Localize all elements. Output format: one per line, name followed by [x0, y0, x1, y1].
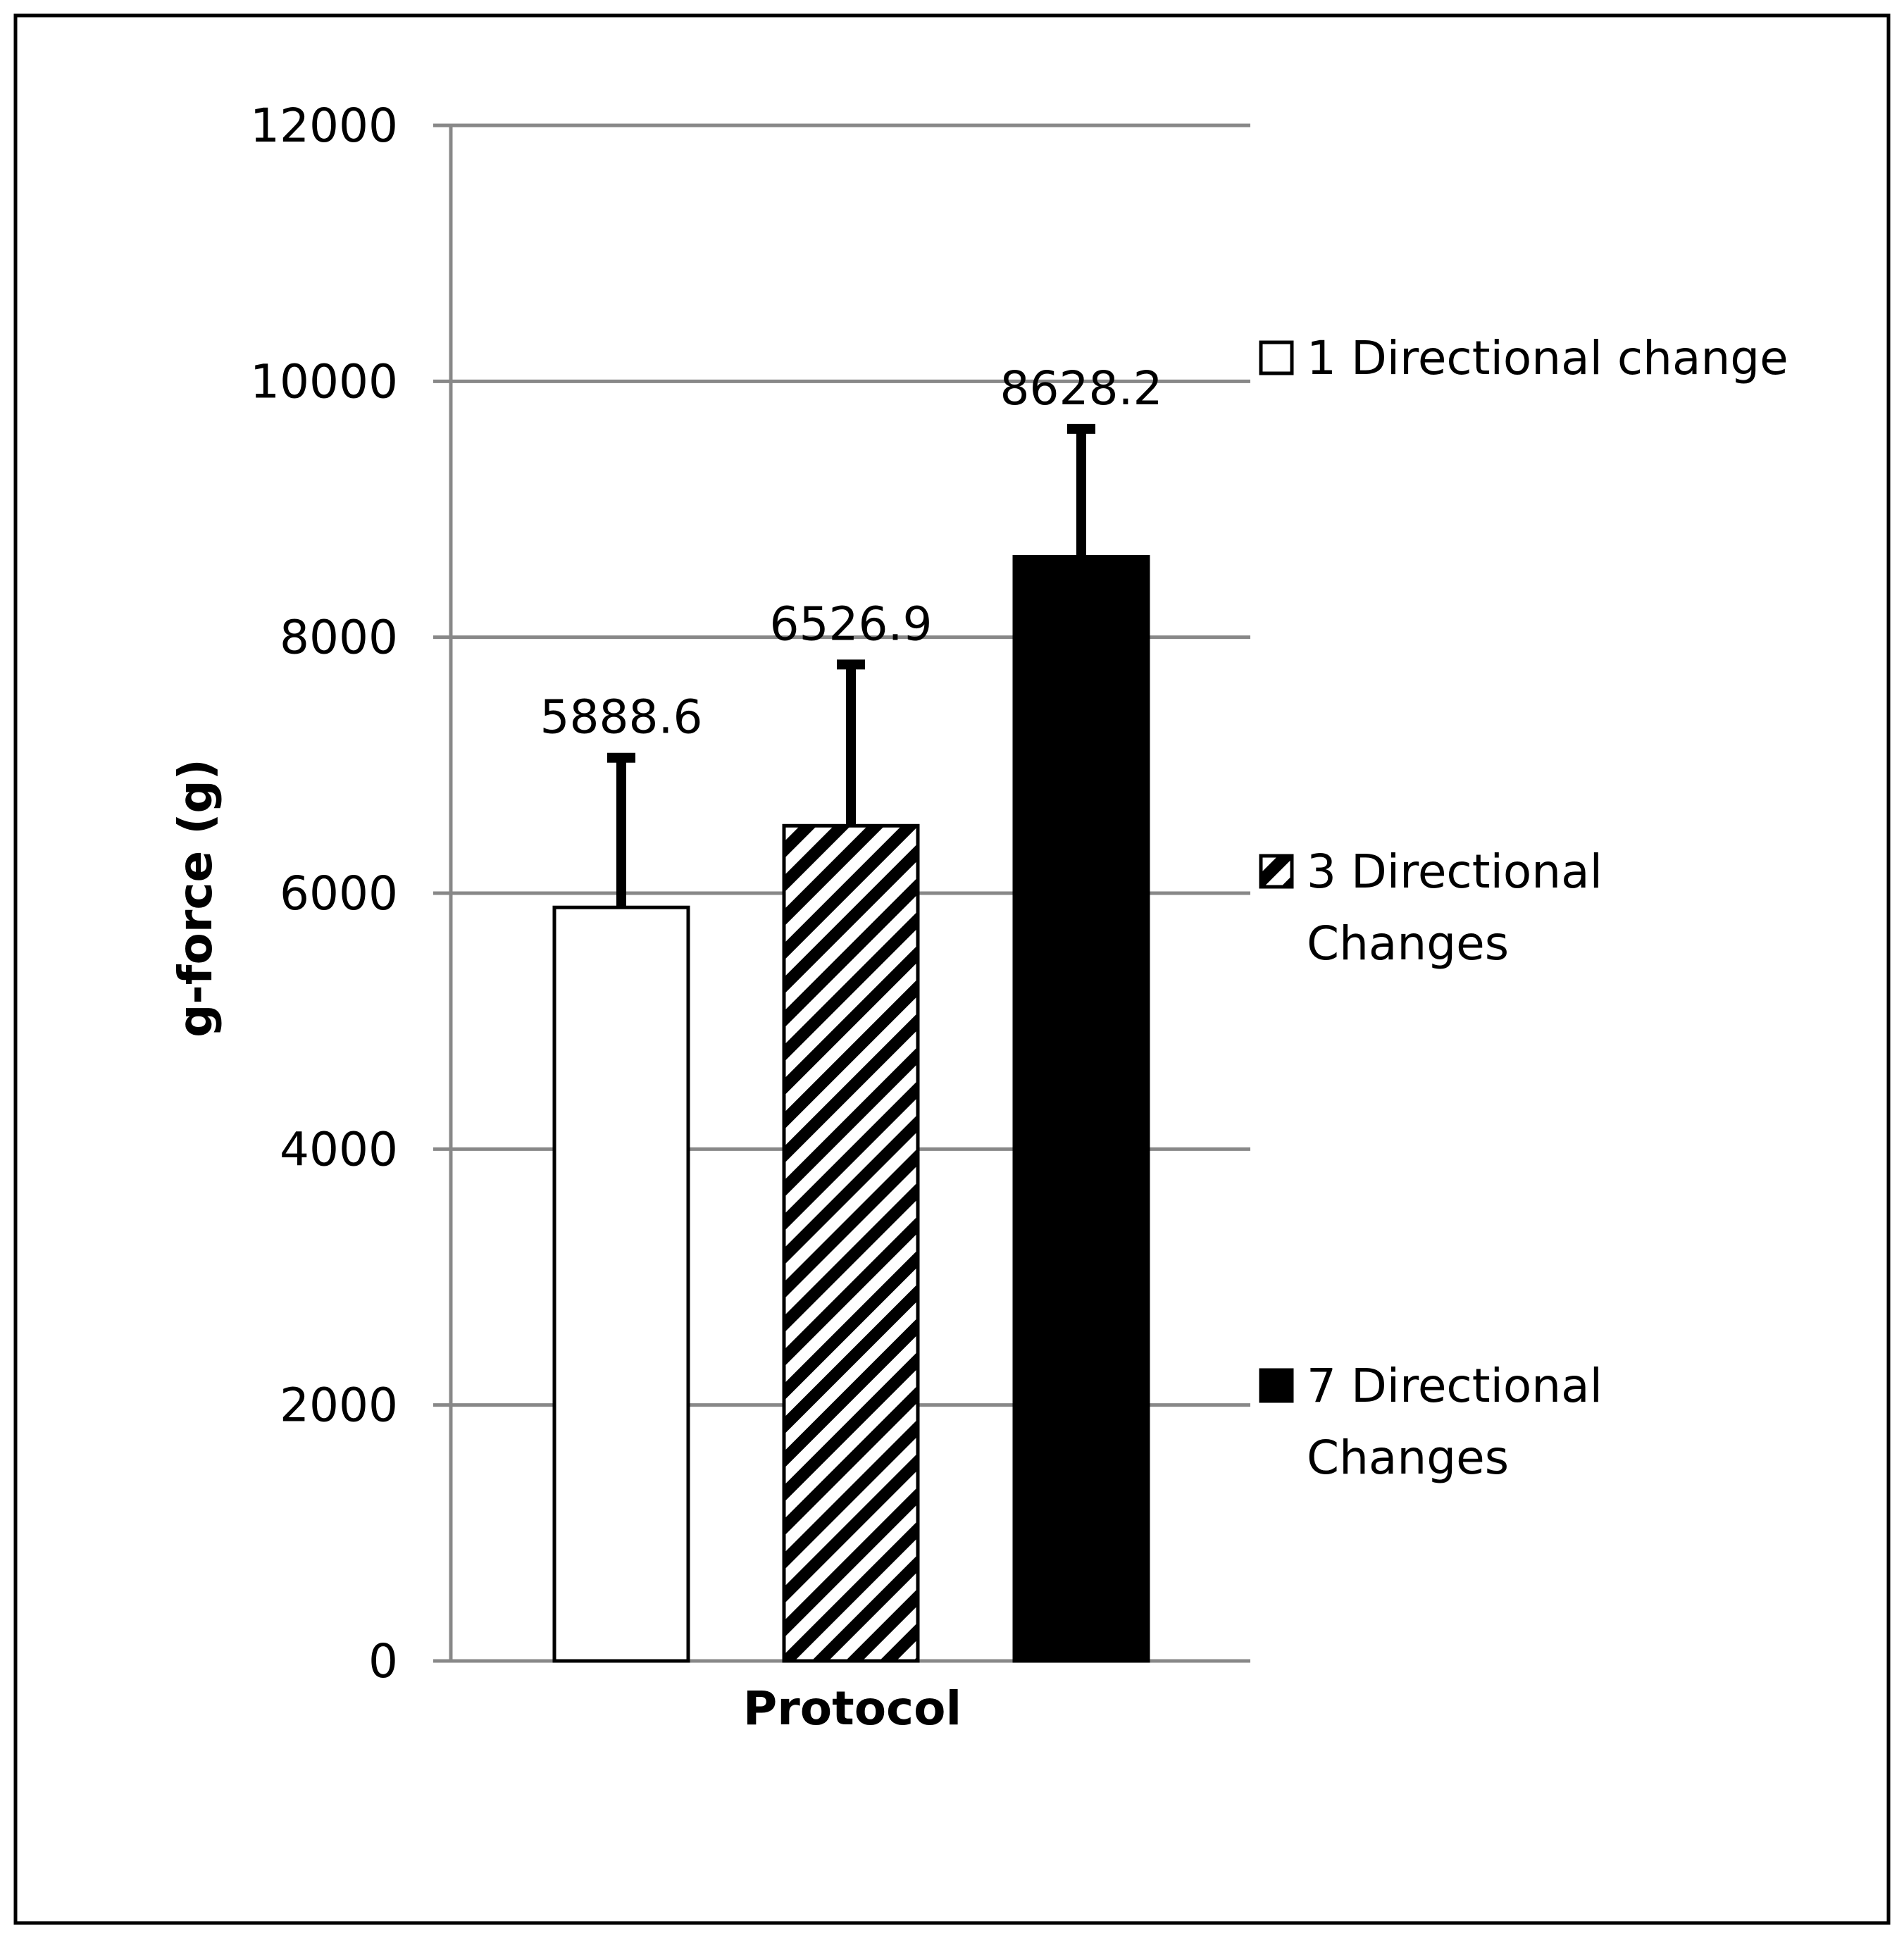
- y-tick-label: 12000: [250, 99, 398, 153]
- data-label: 5888.6: [540, 690, 703, 745]
- data-label: 6526.9: [770, 597, 933, 651]
- legend-label: Changes: [1307, 916, 1509, 971]
- bars: [552, 555, 1150, 1663]
- x-axis-title: Protocol: [743, 1681, 962, 1736]
- legend-swatch: [1259, 340, 1294, 375]
- bar: [782, 823, 920, 1663]
- legend-item: 3 Directional Changes: [1259, 845, 1603, 971]
- bar: [1012, 555, 1150, 1663]
- y-tick-label: 8000: [280, 611, 398, 665]
- y-tick-label: 4000: [280, 1122, 398, 1176]
- y-tick-label: 2000: [280, 1378, 398, 1433]
- y-axis-title: g-force (g): [168, 759, 223, 1038]
- error-bars: [607, 423, 1095, 908]
- legend-label: 3 Directional: [1307, 845, 1603, 899]
- legend-label: 7 Directional: [1307, 1359, 1603, 1413]
- legend-swatch: [1259, 854, 1294, 889]
- legend: 1 Directional change 3 Directional Changes…: [1259, 331, 1788, 1485]
- legend-item: 1 Directional change: [1259, 331, 1788, 385]
- y-tick-label: 6000: [280, 866, 398, 921]
- legend-label: Changes: [1307, 1431, 1509, 1485]
- bar: [552, 905, 690, 1663]
- y-tick-label: 0: [368, 1634, 398, 1688]
- legend-swatch: [1259, 1368, 1294, 1403]
- data-label: 8628.2: [1000, 361, 1163, 416]
- outer-frame: [13, 13, 1891, 1925]
- legend-item: 7 Directional Changes: [1259, 1359, 1603, 1485]
- y-axis-ticks: 0 2000 4000 6000 8000 10000 12000: [250, 99, 398, 1688]
- y-tick-label: 10000: [250, 354, 398, 409]
- legend-label: 1 Directional change: [1307, 331, 1788, 385]
- data-labels: 5888.6 6526.9 8628.2: [540, 361, 1163, 745]
